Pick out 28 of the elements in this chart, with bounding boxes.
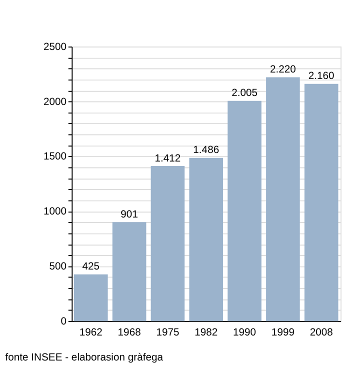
bar (112, 222, 146, 322)
x-tick-label: 1962 (79, 328, 103, 339)
y-tick-label: 1500 (43, 152, 67, 163)
data-label: 2.160 (308, 71, 335, 82)
bar (228, 100, 262, 322)
y-tick-label: 2000 (43, 96, 67, 108)
x-tick-label: 1999 (271, 328, 295, 339)
x-tick-label: 2008 (310, 328, 334, 339)
data-label: 1.412 (154, 153, 181, 164)
data-label: 2.005 (232, 88, 258, 100)
data-label: 901 (120, 209, 138, 220)
source-note: fonte INSEE - elaborasion gràfega (5, 352, 164, 364)
data-label: 1.486 (193, 145, 220, 156)
bar (150, 166, 185, 322)
y-tick-label: 1000 (43, 206, 67, 218)
data-label: 2.220 (270, 64, 296, 76)
x-tick-label: 1982 (194, 328, 218, 339)
bar (304, 84, 338, 322)
x-tick-label: 1968 (118, 328, 142, 339)
x-tick-label: 1990 (233, 328, 256, 339)
y-tick-label: 2500 (43, 42, 67, 53)
y-tick-label: 500 (49, 261, 67, 272)
bar (266, 77, 300, 322)
x-tick-label: 1975 (156, 328, 180, 339)
bar (189, 158, 224, 322)
bar (74, 274, 108, 322)
data-label: 425 (82, 262, 100, 273)
y-tick-label: 0 (60, 316, 67, 328)
